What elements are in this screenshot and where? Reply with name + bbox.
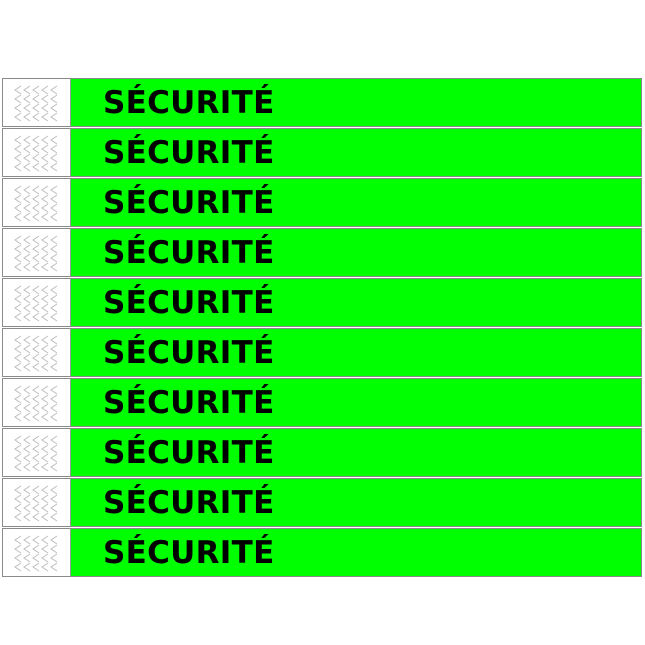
wristband-sheet: SÉCURITÉ SÉCURITÉ SÉCURITÉ SÉCURITÉ SÉCU… (2, 78, 642, 578)
security-cut-pattern-icon (14, 435, 58, 472)
band-strip: SÉCURITÉ (71, 479, 641, 526)
adhesive-tab (3, 129, 71, 176)
band-strip: SÉCURITÉ (71, 279, 641, 326)
band-strip: SÉCURITÉ (71, 179, 641, 226)
band-label: SÉCURITÉ (103, 335, 275, 371)
wristband: SÉCURITÉ (2, 278, 642, 327)
wristband: SÉCURITÉ (2, 228, 642, 277)
band-label: SÉCURITÉ (103, 435, 275, 471)
band-strip: SÉCURITÉ (71, 429, 641, 476)
adhesive-tab (3, 529, 71, 576)
band-label: SÉCURITÉ (103, 535, 275, 571)
security-cut-pattern-icon (14, 285, 58, 322)
wristband: SÉCURITÉ (2, 178, 642, 227)
adhesive-tab (3, 79, 71, 126)
adhesive-tab (3, 279, 71, 326)
adhesive-tab (3, 379, 71, 426)
band-strip: SÉCURITÉ (71, 229, 641, 276)
band-strip: SÉCURITÉ (71, 529, 641, 576)
security-cut-pattern-icon (14, 385, 58, 422)
band-strip: SÉCURITÉ (71, 79, 641, 126)
adhesive-tab (3, 229, 71, 276)
adhesive-tab (3, 329, 71, 376)
security-cut-pattern-icon (14, 235, 58, 272)
wristband: SÉCURITÉ (2, 78, 642, 127)
wristband: SÉCURITÉ (2, 528, 642, 577)
security-cut-pattern-icon (14, 335, 58, 372)
band-label: SÉCURITÉ (103, 135, 275, 171)
security-cut-pattern-icon (14, 185, 58, 222)
adhesive-tab (3, 179, 71, 226)
security-cut-pattern-icon (14, 85, 58, 122)
band-strip: SÉCURITÉ (71, 379, 641, 426)
band-strip: SÉCURITÉ (71, 129, 641, 176)
adhesive-tab (3, 429, 71, 476)
wristband: SÉCURITÉ (2, 478, 642, 527)
band-label: SÉCURITÉ (103, 385, 275, 421)
band-label: SÉCURITÉ (103, 185, 275, 221)
wristband: SÉCURITÉ (2, 428, 642, 477)
adhesive-tab (3, 479, 71, 526)
band-label: SÉCURITÉ (103, 85, 275, 121)
security-cut-pattern-icon (14, 535, 58, 572)
band-label: SÉCURITÉ (103, 485, 275, 521)
wristband: SÉCURITÉ (2, 128, 642, 177)
band-label: SÉCURITÉ (103, 285, 275, 321)
wristband: SÉCURITÉ (2, 378, 642, 427)
security-cut-pattern-icon (14, 135, 58, 172)
band-label: SÉCURITÉ (103, 235, 275, 271)
band-strip: SÉCURITÉ (71, 329, 641, 376)
security-cut-pattern-icon (14, 485, 58, 522)
wristband: SÉCURITÉ (2, 328, 642, 377)
